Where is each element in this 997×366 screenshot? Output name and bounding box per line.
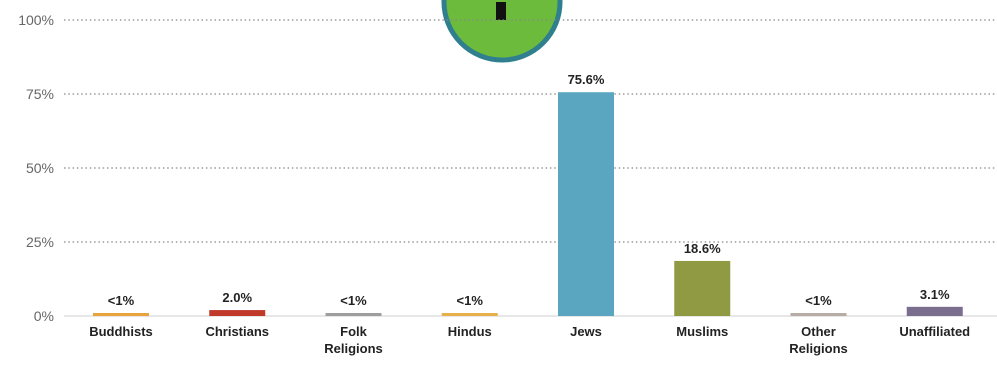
bar [325,313,382,316]
category-label: Christians [205,324,269,339]
y-tick-label: 25% [26,234,54,250]
data-label: <1% [805,293,832,308]
badge-circle [441,0,563,63]
badge-glyph-icon [496,2,506,20]
y-axis-ticks: 0% 25% 50% 75% 100% [18,12,54,324]
category-label-line: Unaffiliated [899,324,970,339]
category-label-line: Christians [205,324,269,339]
bar [209,310,266,316]
category-label: Hindus [448,324,492,339]
y-tick-label: 50% [26,160,54,176]
category-label: Folk Religions [324,324,383,356]
category-label-line: Religions [324,341,383,356]
category-label: Other Religions [789,324,848,356]
bar [558,92,614,316]
data-label: <1% [108,293,135,308]
category-label: Buddhists [89,324,153,339]
category-label-line: Folk [340,324,367,339]
bar [674,260,731,316]
data-label: 75.6% [568,72,605,87]
category-label-line: Hindus [448,324,492,339]
data-label: 3.1% [920,287,950,302]
category-label: Unaffiliated [899,324,970,339]
category-label-line: Muslims [676,324,728,339]
bars [93,92,963,316]
data-label: <1% [340,293,367,308]
data-label: 2.0% [222,290,252,305]
category-label-line: Other [801,324,836,339]
y-tick-label: 0% [34,308,54,324]
category-label-line: Jews [570,324,602,339]
bar [93,313,149,316]
bar [790,313,847,316]
bar [441,313,498,316]
data-labels: <1% 2.0% <1% <1% 75.6% 18.6% <1% 3.1% [108,72,950,308]
category-label-line: Religions [789,341,848,356]
category-label-line: Buddhists [89,324,153,339]
data-label: <1% [457,293,484,308]
y-tick-label: 100% [18,12,54,28]
data-label: 18.6% [684,241,721,256]
bar [906,306,963,316]
category-labels: Buddhists Christians Folk Religions Hindus Je… [89,324,970,356]
gridlines [64,19,997,317]
decorative-badge [441,0,563,63]
category-label: Muslims [676,324,728,339]
category-label: Jews [570,324,602,339]
y-tick-label: 75% [26,86,54,102]
